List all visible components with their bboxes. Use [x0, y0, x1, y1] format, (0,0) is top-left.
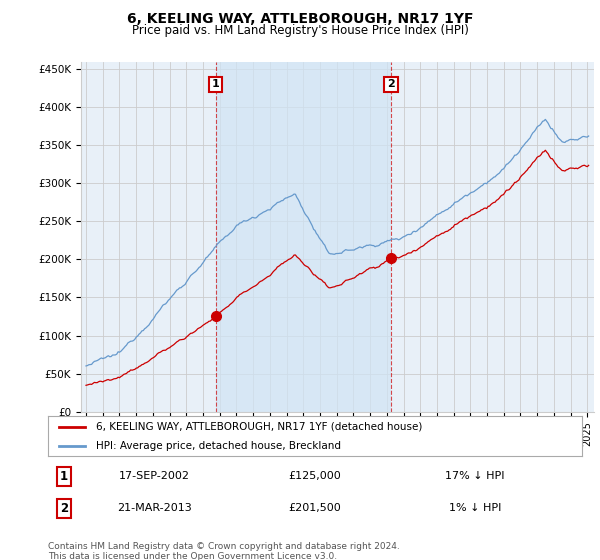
Text: Contains HM Land Registry data © Crown copyright and database right 2024.
This d: Contains HM Land Registry data © Crown c…	[48, 542, 400, 560]
Text: 17-SEP-2002: 17-SEP-2002	[119, 471, 190, 481]
Text: £125,000: £125,000	[289, 471, 341, 481]
Text: 6, KEELING WAY, ATTLEBOROUGH, NR17 1YF: 6, KEELING WAY, ATTLEBOROUGH, NR17 1YF	[127, 12, 473, 26]
Text: 21-MAR-2013: 21-MAR-2013	[118, 503, 192, 514]
Text: 6, KEELING WAY, ATTLEBOROUGH, NR17 1YF (detached house): 6, KEELING WAY, ATTLEBOROUGH, NR17 1YF (…	[96, 422, 422, 432]
Text: HPI: Average price, detached house, Breckland: HPI: Average price, detached house, Brec…	[96, 441, 341, 450]
Text: 2: 2	[387, 80, 395, 90]
Text: 1: 1	[60, 470, 68, 483]
Text: 1: 1	[212, 80, 220, 90]
Text: £201,500: £201,500	[289, 503, 341, 514]
Text: 17% ↓ HPI: 17% ↓ HPI	[445, 471, 505, 481]
Text: 2: 2	[60, 502, 68, 515]
Bar	[215, 62, 391, 412]
Text: Price paid vs. HM Land Registry's House Price Index (HPI): Price paid vs. HM Land Registry's House …	[131, 24, 469, 36]
Text: 1% ↓ HPI: 1% ↓ HPI	[449, 503, 502, 514]
